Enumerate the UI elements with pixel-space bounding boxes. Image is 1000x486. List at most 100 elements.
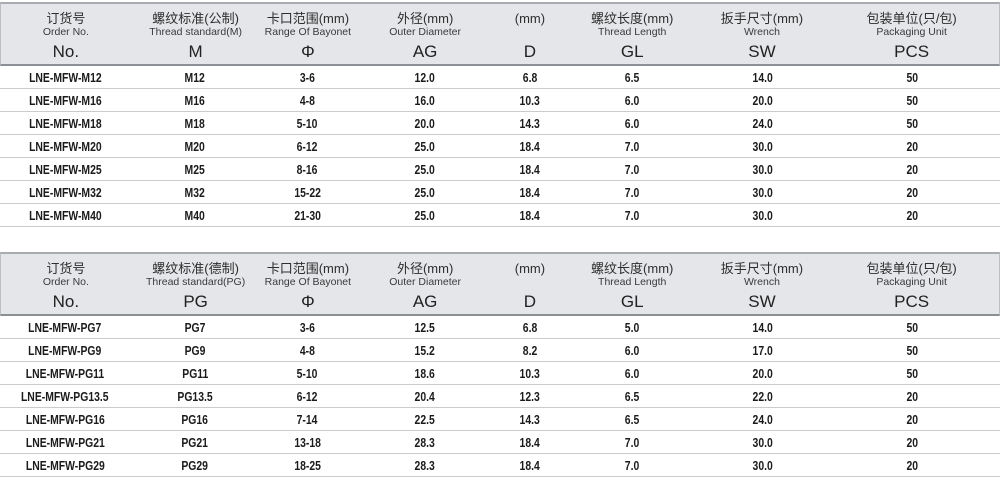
cell-value: 6.0 [625,92,640,108]
cell-value: 6.8 [522,319,538,335]
column-header-pcs: 包装单位(只/包) Packaging Unit PCS [824,4,999,64]
column-header-thread-standard: 螺纹标准(德制) Thread standard(PG) PG [131,254,261,314]
column-header-bayonet-range: 卡口范围(mm) Range Of Bayonet Φ [260,4,355,64]
cell-d: 14.3 [495,412,565,427]
cell-value: 7.0 [625,207,640,223]
cell-value: 20.0 [414,115,436,131]
cell-thread-length: 7.0 [565,435,700,450]
cell-thread-length: 7.0 [565,458,700,473]
cell-pcs: 20 [825,162,1000,177]
cell-bayonet-range: 18-25 [260,458,355,473]
cell-value: 12.3 [519,388,541,404]
column-label-zh: 包装单位(只/包) [866,11,957,26]
cell-value: 18.6 [414,365,436,381]
cell-pcs: 20 [825,389,1000,404]
cell-value: 10.3 [519,92,541,108]
table-row: LNE-MFW-M32 M32 15-22 25.0 18.4 7.0 30.0 20 [0,181,1000,204]
cell-value: 3-6 [299,69,316,85]
cell-value: 6.0 [625,342,640,358]
cell-value: 24.0 [752,411,773,427]
cell-wrench: 20.0 [700,366,825,381]
column-label-zh: 卡口范围(mm) [266,261,350,276]
column-header-order-no: 订货号 Order No. No. [1,4,131,64]
cell-order-no: LNE-MFW-M16 [0,93,130,108]
cell-value: PG21 [181,434,209,450]
cell-pcs: 20 [825,458,1000,473]
column-symbol: No. [52,292,80,311]
column-label-zh: 扳手尺寸(mm) [720,261,804,276]
cell-value: 6-12 [297,138,318,154]
cell-value: 17.0 [752,342,773,358]
cell-wrench: 30.0 [700,139,825,154]
cell-order-no: LNE-MFW-M40 [0,208,130,223]
cell-outer-diameter: 20.4 [355,389,495,404]
metric-table-header: 订货号 Order No. No. 螺纹标准(公制) Thread standard(M… [0,2,1000,66]
cell-value: 20 [906,207,919,223]
cell-value: 20 [906,184,919,200]
column-symbol: Φ [301,42,315,61]
cell-value: 18.4 [519,434,541,450]
cell-value: PG11 [181,365,209,381]
cell-thread-length: 6.0 [565,93,700,108]
cell-value: 6.0 [625,365,640,381]
column-header-thread-length: 螺纹长度(mm) Thread Length GL [565,254,700,314]
cell-thread-standard: PG9 [130,343,260,358]
cell-thread-standard: M40 [130,208,260,223]
column-label-en: Wrench [743,276,780,288]
cell-pcs: 50 [825,116,1000,131]
cell-value: LNE-MFW-PG16 [25,411,105,427]
cell-value: 20 [906,411,919,427]
cell-value: PG7 [184,319,206,335]
column-symbol: AG [412,42,438,61]
cell-value: 20 [906,388,919,404]
cell-outer-diameter: 25.0 [355,162,495,177]
cell-pcs: 50 [825,366,1000,381]
cell-value: 21-30 [294,207,321,223]
cell-value: 30.0 [752,184,773,200]
cell-value: 30.0 [752,138,773,154]
cell-value: 28.3 [414,434,436,450]
cell-wrench: 24.0 [700,116,825,131]
cell-value: 20 [906,434,919,450]
cell-order-no: LNE-MFW-M32 [0,185,130,200]
cell-value: 8.2 [522,342,538,358]
cell-d: 18.4 [495,185,565,200]
cell-value: 14.3 [519,411,541,427]
column-label-zh: 订货号 [46,11,86,26]
cell-value: 25.0 [414,138,436,154]
cell-value: 5-10 [297,365,318,381]
cell-wrench: 30.0 [700,208,825,223]
cell-value: 18.4 [519,161,541,177]
cell-pcs: 20 [825,208,1000,223]
cell-value: M12 [184,69,206,85]
cell-value: 4-8 [299,92,316,108]
column-symbol: D [523,42,537,61]
cell-order-no: LNE-MFW-M12 [0,70,130,85]
cell-outer-diameter: 18.6 [355,366,495,381]
cell-bayonet-range: 5-10 [260,116,355,131]
cell-wrench: 20.0 [700,93,825,108]
cell-value: M20 [184,138,206,154]
cell-outer-diameter: 25.0 [355,139,495,154]
cell-d: 10.3 [495,366,565,381]
cell-value: LNE-MFW-PG11 [25,365,105,381]
table-row: LNE-MFW-PG16 PG16 7-14 22.5 14.3 6.5 24.0 20 [0,408,1000,431]
column-label-zh: 外径(mm) [396,261,454,276]
column-symbol: AG [412,292,438,311]
cell-value: 7.0 [625,184,640,200]
column-header-wrench: 扳手尺寸(mm) Wrench SW [700,4,825,64]
cell-value: M40 [184,207,206,223]
cell-value: PG13.5 [177,388,213,404]
cell-value: 25.0 [414,184,436,200]
cell-outer-diameter: 16.0 [355,93,495,108]
cell-d: 18.4 [495,435,565,450]
cell-value: 7-14 [297,411,318,427]
cell-value: 30.0 [752,457,773,473]
cell-value: 14.0 [752,69,773,85]
cell-value: 18-25 [294,457,321,473]
cell-bayonet-range: 21-30 [260,208,355,223]
cell-bayonet-range: 15-22 [260,185,355,200]
cell-thread-length: 7.0 [565,185,700,200]
cell-thread-standard: PG29 [130,458,260,473]
cell-wrench: 14.0 [700,70,825,85]
